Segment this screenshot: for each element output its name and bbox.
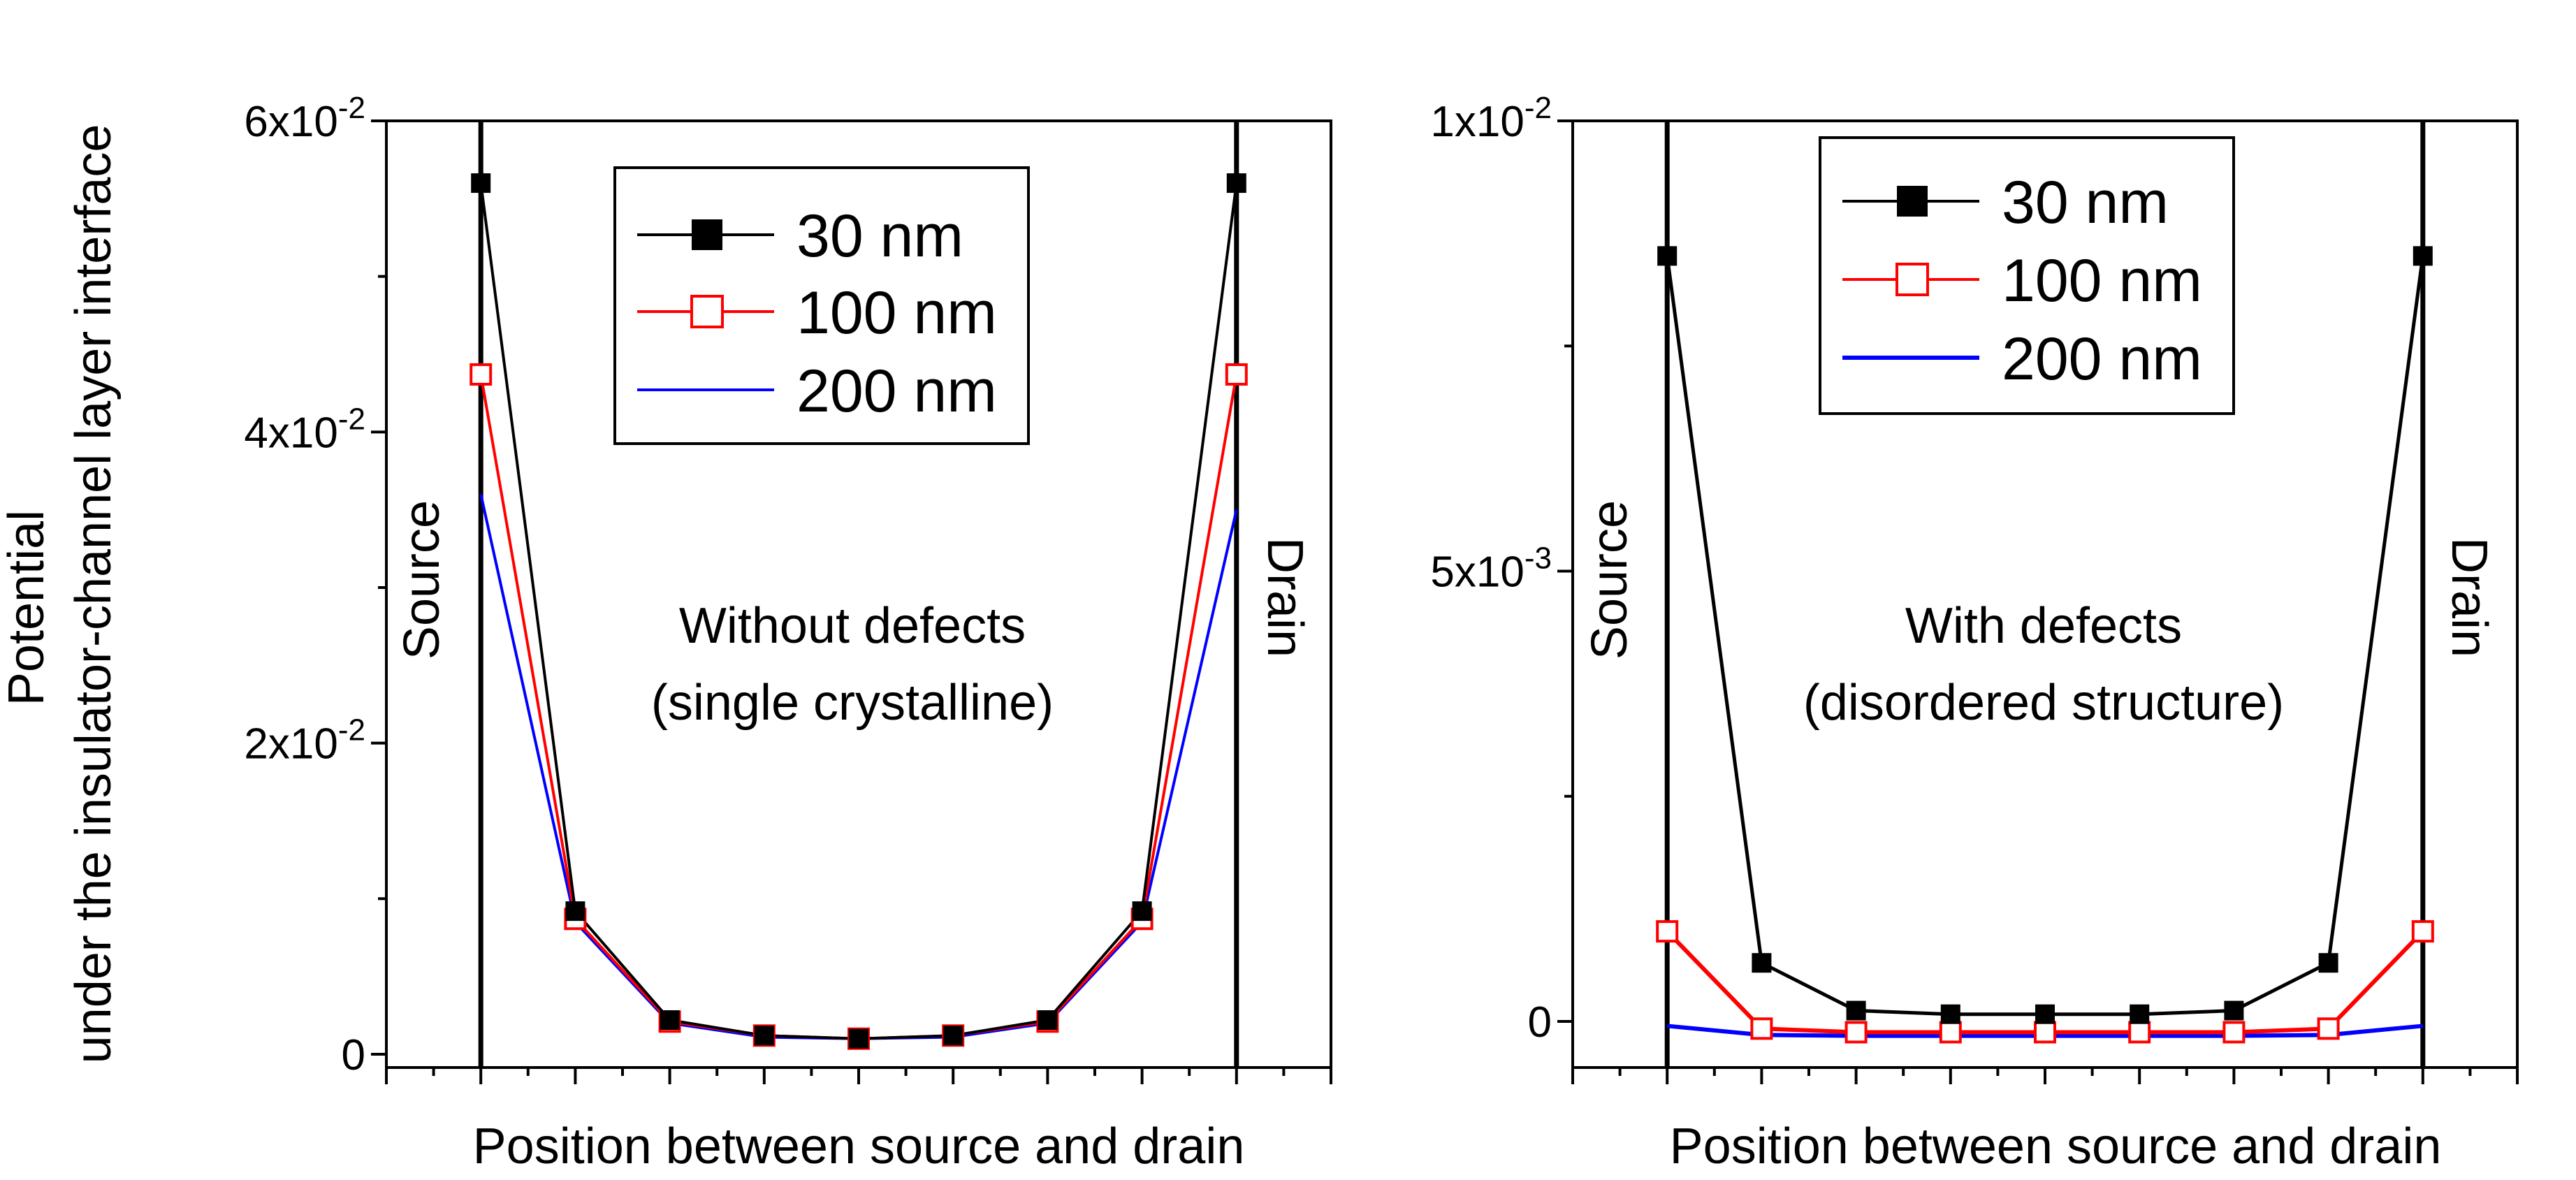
left-point-30nm-8	[1226, 173, 1246, 194]
left-point-30nm-1	[565, 901, 585, 922]
left-legend-marker-100nm	[690, 295, 724, 328]
left-point-30nm-2	[660, 1010, 680, 1030]
left-legend-label-30nm: 30 nm	[796, 203, 963, 270]
right-point-100nm-1	[1750, 1017, 1773, 1040]
right-point-100nm-7	[2317, 1017, 2340, 1040]
left-legend-marker-30nm	[692, 219, 722, 250]
right-legend-marker-100nm	[1895, 263, 1929, 296]
left-drain-label: Drain	[1257, 537, 1313, 657]
left-point-100nm-0	[470, 363, 493, 386]
y-axis-title-line1: Potential	[0, 510, 54, 706]
right-y-tick-label: 5x10-3	[1430, 541, 1552, 597]
right-point-30nm-1	[1752, 953, 1772, 973]
left-legend-label-100nm: 100 nm	[796, 279, 997, 347]
right-point-30nm-7	[2318, 953, 2338, 973]
right-point-30nm-3	[1940, 1004, 1960, 1024]
right-annotation-line1: With defects	[1905, 598, 2182, 654]
right-point-100nm-0	[1656, 920, 1679, 943]
left-chart-panel: 0 2x10-2 4x10-2 6x10-2 Source Drain Without…	[244, 91, 1332, 1174]
left-legend-label-200nm: 200 nm	[796, 358, 997, 425]
right-drain-label: Drain	[2441, 537, 2497, 657]
left-point-30nm-4	[849, 1028, 868, 1049]
right-point-100nm-6	[2222, 1021, 2246, 1044]
left-source-label: Source	[394, 500, 450, 660]
left-x-axis-title: Position between source and drain	[473, 1119, 1245, 1174]
left-series-layer	[470, 173, 1248, 1050]
left-y-tick-label: 6x10-2	[244, 91, 365, 146]
right-point-30nm-0	[1657, 246, 1678, 266]
right-point-30nm-2	[1846, 1000, 1866, 1021]
left-point-30nm-3	[754, 1026, 774, 1046]
left-y-ticks: 0 2x10-2 4x10-2 6x10-2	[244, 91, 386, 1079]
left-point-30nm-0	[471, 173, 491, 194]
right-legend-label-200nm: 200 nm	[2002, 326, 2202, 393]
right-x-axis-title: Position between source and drain	[1670, 1119, 2442, 1174]
left-x-ticks	[385, 1068, 1332, 1084]
y-axis-title-line2: under the insulator-channel layer interf…	[66, 124, 122, 1064]
right-y-tick-label: 1x10-2	[1430, 91, 1552, 146]
left-y-tick-label: 0	[342, 1031, 365, 1079]
right-point-30nm-8	[2413, 246, 2433, 266]
right-annotation-line2: (disordered structure)	[1803, 675, 2284, 731]
left-annotation-line1: Without defects	[679, 598, 1026, 654]
right-y-tick-label: 0	[1528, 998, 1552, 1047]
right-point-30nm-4	[2035, 1004, 2055, 1024]
left-point-30nm-5	[943, 1026, 963, 1046]
left-point-30nm-6	[1038, 1010, 1058, 1030]
right-point-100nm-2	[1844, 1021, 1868, 1044]
right-x-ticks	[1571, 1068, 2519, 1084]
right-point-100nm-5	[2128, 1021, 2151, 1044]
left-point-30nm-7	[1132, 901, 1152, 922]
left-series-line-200nm	[479, 493, 1238, 1040]
left-legend: 30 nm 100 nm 200 nm	[613, 166, 1030, 445]
left-annotation-line2: (single crystalline)	[651, 675, 1054, 731]
right-legend-marker-30nm	[1897, 186, 1928, 217]
right-point-100nm-4	[2034, 1021, 2056, 1044]
right-point-100nm-8	[2411, 920, 2434, 943]
left-y-tick-label: 2x10-2	[244, 713, 365, 769]
right-point-30nm-5	[2130, 1004, 2150, 1024]
left-legend-box	[613, 166, 1030, 445]
right-legend-label-30nm: 30 nm	[2002, 169, 2169, 236]
right-y-ticks: 0 5x10-3 1x10-2	[1430, 91, 1573, 1047]
left-point-100nm-8	[1225, 363, 1248, 386]
right-legend: 30 nm 100 nm 200 nm	[1819, 136, 2235, 415]
left-y-tick-label: 4x10-2	[244, 402, 365, 457]
right-source-label: Source	[1582, 500, 1638, 660]
right-legend-label-100nm: 100 nm	[2002, 247, 2202, 314]
right-legend-box	[1819, 136, 2235, 415]
right-point-30nm-6	[2224, 1000, 2244, 1021]
right-series-layer	[1656, 246, 2434, 1044]
right-point-100nm-3	[1939, 1021, 1962, 1044]
